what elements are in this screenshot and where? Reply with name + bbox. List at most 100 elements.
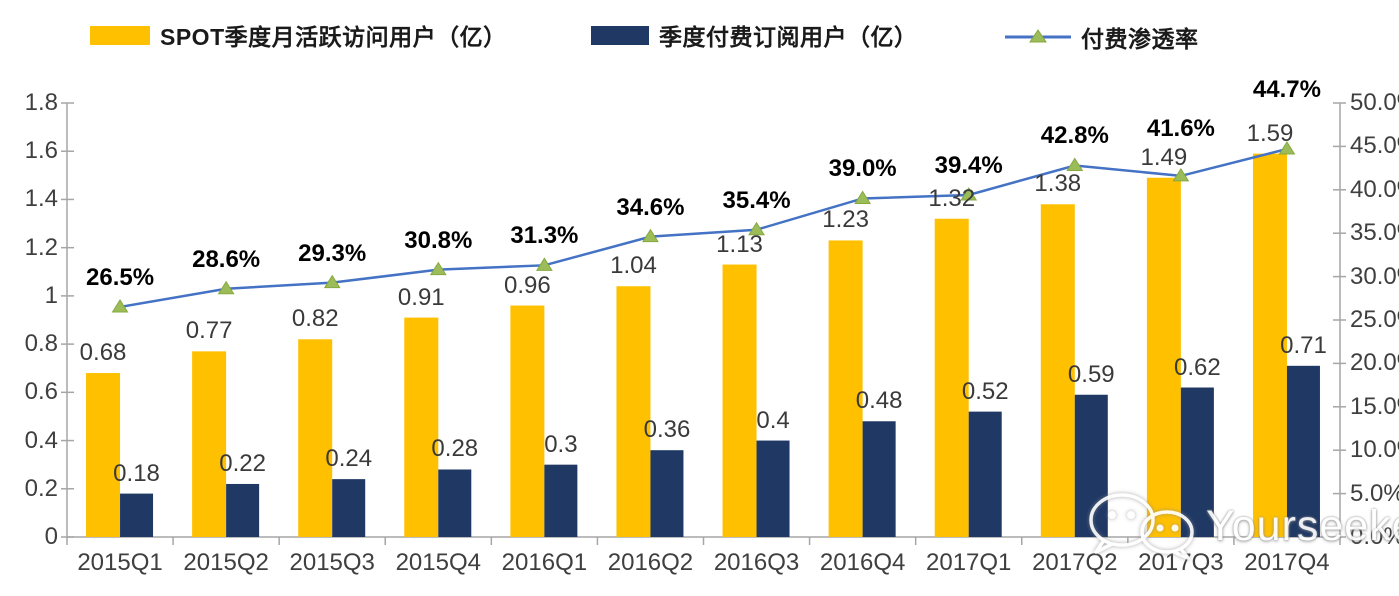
penetration-label: 35.4% [722, 186, 791, 214]
bar-label-subs: 0.24 [325, 445, 373, 473]
bar-label-mau: 1.04 [610, 252, 657, 280]
y-tick-label-left: 0.6 [24, 378, 58, 406]
penetration-label: 39.4% [934, 152, 1003, 179]
bar-label-mau: 0.77 [185, 317, 233, 345]
bar-mau [616, 286, 651, 537]
line-marker [1278, 141, 1296, 155]
legend-item-mau: SPOT季度月活跃访问用户（亿） [90, 18, 507, 52]
bar-subs [756, 440, 790, 537]
y-tick-label-right: 10.0% [1350, 436, 1399, 464]
y-tick-label-right: 5.0% [1350, 479, 1399, 507]
y-tick-label-right: 25.0% [1350, 306, 1399, 333]
bar-mau [1252, 153, 1287, 537]
bar-subs [226, 483, 260, 537]
y-tick-label-left: 1.2 [24, 233, 58, 261]
penetration-label: 31.3% [510, 222, 579, 250]
x-tick-label: 2017Q1 [926, 549, 1012, 576]
bar-label-subs: 0.71 [1280, 331, 1327, 359]
bar-mau [298, 339, 333, 537]
x-tick-label: 2015Q4 [395, 549, 481, 576]
bar-subs [544, 464, 578, 537]
y-tick-label-right: 35.0% [1350, 219, 1399, 247]
bar-label-mau: 1.23 [822, 206, 869, 234]
y-tick-label-left: 0.8 [24, 330, 58, 358]
y-tick-label-left: 1.4 [24, 185, 58, 213]
penetration-label: 34.6% [616, 193, 685, 221]
y-tick-label-right: 45.0% [1350, 132, 1399, 160]
bar-label-subs: 0.36 [643, 416, 691, 444]
bar-subs [1286, 365, 1320, 537]
y-tick-label-right: 50.0% [1350, 89, 1399, 116]
legend-label-penetration: 付费渗透率 [1081, 26, 1199, 52]
bar-label-subs: 0.18 [113, 459, 160, 487]
bar-label-subs: 0.28 [431, 435, 479, 463]
bar-label-mau: 1.38 [1034, 170, 1082, 198]
line-marker [535, 257, 553, 271]
penetration-label: 44.7% [1252, 76, 1321, 103]
bar-label-mau: 0.91 [397, 283, 445, 311]
penetration-label: 41.6% [1146, 114, 1215, 142]
bar-mau [1040, 204, 1075, 537]
penetration-label: 39.0% [828, 155, 897, 183]
x-tick-label: 2017Q3 [1138, 549, 1224, 576]
y-tick-label-left: 1 [44, 281, 58, 309]
bar-subs [968, 411, 1002, 537]
penetration-label: 26.5% [86, 263, 155, 291]
y-tick-label-right: 40.0% [1350, 175, 1399, 203]
bar-mau [192, 351, 227, 537]
x-tick-label: 2016Q4 [819, 549, 906, 576]
legend-label-mau: SPOT季度月活跃访问用户（亿） [160, 24, 507, 50]
legend-item-penetration: 付费渗透率 [1005, 20, 1199, 54]
line-marker [748, 221, 765, 236]
bar-label-mau: 1.49 [1140, 143, 1188, 171]
line-marker [642, 228, 659, 243]
bar-label-mau: 0.82 [291, 305, 339, 333]
x-tick-label: 2016Q2 [607, 549, 694, 576]
line-marker [854, 190, 872, 204]
y-tick-label-left: 1.6 [24, 137, 58, 165]
line-marker [323, 274, 341, 289]
bar-label-subs: 0.3 [544, 430, 578, 458]
x-tick-label: 2015Q3 [289, 549, 375, 576]
penetration-label: 30.8% [404, 226, 473, 254]
bar-mau [722, 264, 757, 537]
x-tick-label: 2016Q1 [501, 549, 588, 576]
y-tick-label-left: 0.4 [24, 426, 58, 454]
bar-label-mau: 0.96 [504, 271, 551, 299]
bar-subs [438, 469, 472, 537]
y-tick-label-left: 0.2 [24, 474, 58, 502]
bar-label-subs: 0.48 [855, 387, 903, 415]
bar-subs [862, 421, 896, 537]
mau-swatch [90, 25, 150, 45]
x-tick-label: 2015Q1 [77, 549, 163, 576]
bar-mau [510, 305, 545, 537]
bar-label-subs: 0.59 [1067, 360, 1115, 388]
x-tick-label: 2017Q2 [1032, 549, 1118, 576]
line-marker [960, 187, 978, 201]
y-tick-label-right: 15.0% [1350, 392, 1399, 420]
line-marker [1066, 157, 1084, 171]
bar-mau [86, 373, 121, 537]
penetration-label: 28.6% [192, 245, 261, 273]
bar-subs [1074, 394, 1108, 537]
bar-label-subs: 0.62 [1174, 353, 1221, 381]
y-tick-label-right: 0.0% [1350, 523, 1399, 550]
x-tick-label: 2017Q4 [1244, 549, 1330, 576]
bar-label-mau: 0.68 [79, 339, 127, 367]
penetration-label: 42.8% [1040, 122, 1109, 150]
bar-mau [828, 240, 863, 537]
x-tick-label: 2015Q2 [183, 549, 269, 576]
penetration-line [119, 147, 1288, 309]
x-tick-label: 2016Q3 [713, 549, 800, 576]
y-tick-label-right: 30.0% [1350, 262, 1399, 290]
bar-mau [934, 218, 969, 537]
bar-label-subs: 0.4 [756, 406, 790, 434]
y-tick-label-right: 20.0% [1350, 349, 1399, 377]
line-marker [1172, 167, 1190, 182]
y-tick-label-left: 0 [44, 523, 58, 550]
bar-mau [404, 317, 439, 537]
line-marker [111, 299, 129, 313]
line-marker [217, 280, 235, 295]
